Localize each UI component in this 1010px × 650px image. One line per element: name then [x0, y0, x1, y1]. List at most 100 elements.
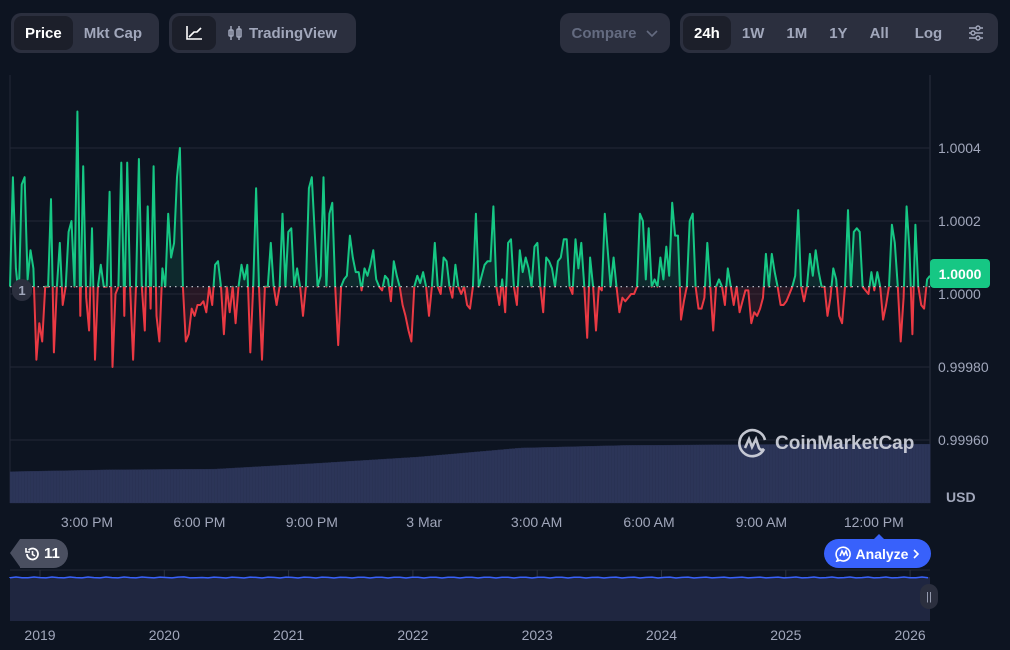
- volume-bar: [684, 444, 689, 504]
- volume-bar: [88, 470, 93, 504]
- volume-bar: [117, 469, 122, 504]
- volume-bar: [675, 444, 680, 504]
- range-1m[interactable]: 1M: [786, 24, 808, 42]
- volume-bar: [182, 469, 186, 504]
- y-tick-label: 0.99960: [938, 432, 989, 448]
- volume-bar: [918, 443, 922, 504]
- volume-bar: [561, 446, 566, 504]
- volume-bar: [24, 471, 28, 504]
- volume-bar: [339, 461, 344, 504]
- range-1y[interactable]: 1Y: [829, 24, 848, 42]
- volume-bar: [109, 469, 113, 504]
- y-tick-label: 1.0004: [938, 140, 981, 156]
- volume-bar: [926, 443, 931, 504]
- volume-bar: [453, 453, 458, 504]
- volume-bar: [170, 469, 175, 504]
- volume-bar: [196, 469, 201, 504]
- volume-bar: [421, 456, 426, 504]
- navigator-year-label: 2026: [894, 627, 926, 643]
- range-24h[interactable]: 24h: [683, 16, 731, 50]
- price-mktcap-toggle: Price Mkt Cap: [11, 13, 159, 53]
- range-all[interactable]: All: [869, 24, 889, 42]
- volume-bar: [231, 467, 236, 504]
- volume-bar: [477, 451, 481, 504]
- volume-bar: [404, 457, 408, 504]
- volume-bar: [468, 452, 472, 504]
- volume-bar: [456, 453, 461, 504]
- volume-bar: [62, 470, 66, 504]
- volume-bar: [418, 456, 423, 504]
- x-tick-label: 9:00 PM: [285, 514, 338, 530]
- volume-bar: [15, 471, 20, 504]
- volume-bar: [135, 469, 139, 504]
- volume-bar: [626, 445, 630, 504]
- x-tick-label: 3 Mar: [406, 514, 443, 530]
- x-tick-label: 3:00 PM: [60, 514, 114, 530]
- volume-bar: [512, 448, 516, 504]
- volume-bar: [623, 445, 627, 504]
- volume-bar: [538, 447, 543, 504]
- volume-bar: [649, 445, 653, 504]
- volume-bar: [690, 444, 694, 504]
- volume-bar: [655, 445, 659, 504]
- volume-bar: [74, 470, 78, 504]
- volume-bar: [261, 466, 265, 504]
- volume-bar: [44, 470, 49, 504]
- x-tick-label: 3:00 AM: [510, 514, 563, 530]
- volume-bar: [21, 471, 26, 504]
- volume-bar: [696, 444, 700, 504]
- line-chart-button[interactable]: [172, 16, 216, 50]
- volume-bar: [47, 470, 52, 504]
- volume-bar: [281, 465, 285, 504]
- volume-bar: [564, 446, 569, 504]
- volume-bar: [164, 469, 169, 504]
- volume-bar: [30, 471, 34, 504]
- volume-bar: [301, 463, 306, 504]
- volume-bar: [500, 449, 505, 504]
- volume-bar: [372, 459, 376, 504]
- navigator-year-label: 2025: [770, 627, 802, 643]
- coinmarketcap-watermark: CoinMarketCap: [737, 428, 914, 460]
- navigator-year-label: 2024: [645, 627, 678, 643]
- volume-bar: [523, 447, 528, 504]
- volume-bar: [515, 448, 519, 504]
- volume-bar: [570, 446, 575, 504]
- price-tab[interactable]: Price: [14, 16, 73, 50]
- volume-bar: [383, 458, 388, 504]
- volume-bar: [707, 444, 712, 504]
- volume-bar: [205, 468, 210, 504]
- volume-bar: [185, 469, 189, 504]
- chevron-down-icon: [645, 30, 658, 38]
- sliders-icon: [969, 25, 984, 41]
- volume-bar: [713, 444, 718, 504]
- volume-bar: [608, 445, 613, 504]
- volume-bar: [921, 443, 925, 504]
- tradingview-button[interactable]: TradingView: [216, 16, 348, 50]
- candlestick-icon: [228, 26, 242, 40]
- volume-bar: [488, 450, 493, 504]
- ai-chat-icon: [834, 546, 851, 562]
- volume-bar: [345, 461, 350, 504]
- volume-bar: [485, 450, 490, 504]
- log-scale-button[interactable]: Log: [914, 24, 943, 42]
- volume-bar: [351, 460, 356, 504]
- volume-bar: [36, 470, 40, 504]
- compare-dropdown[interactable]: Compare: [560, 13, 670, 53]
- volume-bar: [558, 446, 563, 504]
- volume-bar: [129, 469, 134, 504]
- volume-bar: [258, 466, 262, 504]
- volume-bar: [617, 445, 621, 504]
- history-count: 11: [44, 545, 60, 562]
- volume-bar: [214, 468, 218, 504]
- settings-button[interactable]: [957, 16, 995, 50]
- volume-bar: [518, 447, 522, 504]
- mktcap-tab[interactable]: Mkt Cap: [83, 24, 143, 42]
- history-badge[interactable]: 11: [10, 539, 68, 568]
- range-1w[interactable]: 1W: [741, 24, 765, 42]
- volume-bar: [710, 444, 715, 504]
- navigator-drag-handle[interactable]: ||: [920, 584, 938, 609]
- analyze-button[interactable]: Analyze: [824, 534, 931, 568]
- volume-bar: [687, 444, 691, 504]
- volume-bar: [672, 444, 677, 504]
